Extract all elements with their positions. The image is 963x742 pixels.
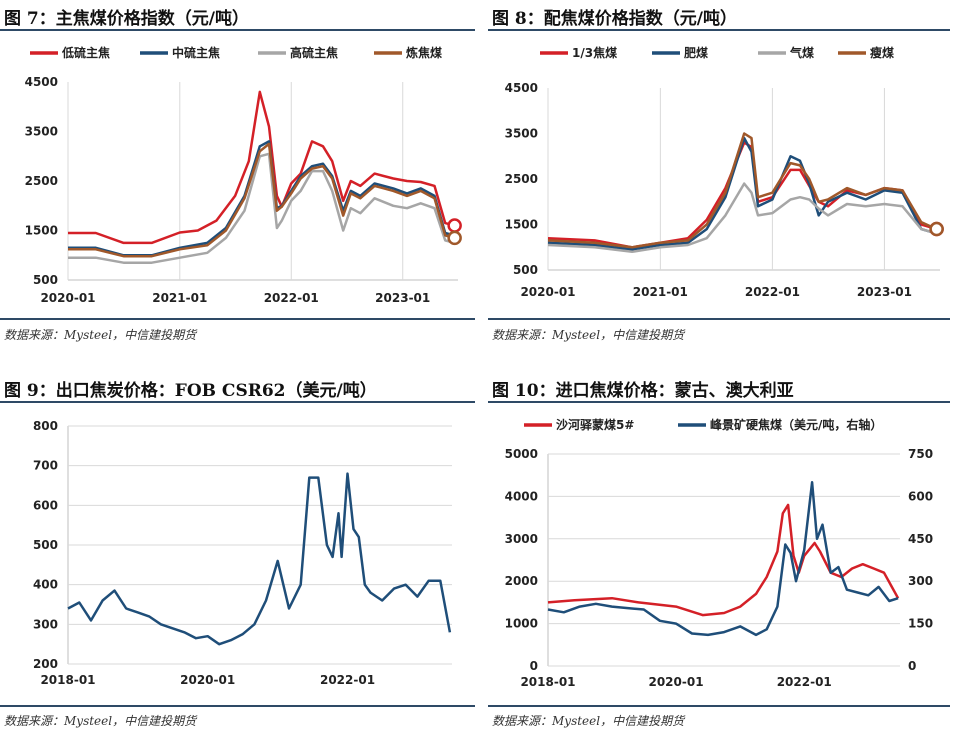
y-tick-label: 1500 <box>505 218 538 232</box>
panel-title: 图 7：主焦煤价格指数（元/吨） <box>4 9 249 29</box>
y-tick-label: 3500 <box>505 127 538 141</box>
series-end-marker <box>929 221 944 237</box>
y-tick-label: 1000 <box>505 617 538 631</box>
series-line <box>547 132 938 249</box>
y-tick-label: 700 <box>33 459 58 473</box>
series-line <box>547 182 937 254</box>
y-tick-label: 2500 <box>505 172 538 186</box>
y-tick-label: 200 <box>33 657 58 671</box>
x-tick-label: 2018-01 <box>520 675 575 689</box>
y-tick-label: 3000 <box>505 532 538 546</box>
series-end-marker <box>447 230 462 246</box>
source-divider <box>0 705 475 707</box>
legend-label: 峰景矿硬焦煤（美元/吨，右轴） <box>710 417 882 432</box>
y2-tick-label: 600 <box>908 489 933 503</box>
y-tick-label: 800 <box>33 419 58 433</box>
x-tick-label: 2022-01 <box>320 673 375 687</box>
legend-label: 高硫主焦 <box>290 45 338 60</box>
y-tick-label: 500 <box>513 263 538 277</box>
series-line <box>547 136 937 251</box>
data-source: 数据来源：Mysteel，中信建投期货 <box>4 328 197 342</box>
y-tick-label: 400 <box>33 578 58 592</box>
y2-tick-label: 450 <box>908 532 933 546</box>
y2-tick-label: 150 <box>908 617 933 631</box>
series-line <box>547 141 937 249</box>
y-tick-label: 2000 <box>505 574 538 588</box>
y-tick-label: 3500 <box>25 125 58 139</box>
y-tick-label: 0 <box>530 659 538 673</box>
legend-label: 气煤 <box>789 45 814 60</box>
y-tick-label: 300 <box>33 617 58 631</box>
x-tick-label: 2018-01 <box>40 673 95 687</box>
panel-main-coking-coal: 图 7：主焦煤价格指数（元/吨） 4500 3500 2500 1500 500 2020… <box>0 0 475 350</box>
series-line <box>68 90 455 245</box>
data-source: 数据来源：Mysteel，中信建投期货 <box>492 714 685 728</box>
chart-import-coking-coal: 5000 4000 3000 2000 1000 0 750 600 450 300 150 0 201… <box>505 417 933 689</box>
series-line <box>68 152 455 264</box>
panel-coke-export: 图 9：出口焦炭价格：FOB CSR62（美元/吨） 800 700 600 500 4… <box>0 372 475 742</box>
series-line <box>547 503 900 617</box>
y2-tick-label: 300 <box>908 574 933 588</box>
y2-tick-label: 750 <box>908 447 933 461</box>
x-tick-label: 2023-01 <box>375 291 430 305</box>
x-tick-label: 2023-01 <box>857 285 912 299</box>
x-tick-label: 2021-01 <box>633 285 688 299</box>
series-line <box>67 472 452 646</box>
x-tick-label: 2021-01 <box>152 291 207 305</box>
x-tick-label: 2022-01 <box>777 675 832 689</box>
panel-title: 图 8：配焦煤价格指数（元/吨） <box>492 9 737 29</box>
title-underline <box>488 401 950 403</box>
data-source: 数据来源：Mysteel，中信建投期货 <box>492 328 685 342</box>
y-tick-label: 500 <box>33 273 58 287</box>
title-underline <box>0 29 475 31</box>
series-end-marker <box>447 218 462 233</box>
legend-label: 低硫主焦 <box>61 45 110 60</box>
x-tick-label: 2020-01 <box>648 675 703 689</box>
x-tick-label: 2020-01 <box>40 291 95 305</box>
y-tick-label: 5000 <box>505 447 538 461</box>
x-tick-label: 2020-01 <box>520 285 575 299</box>
series-line <box>68 140 455 257</box>
legend-label: 肥煤 <box>684 45 708 60</box>
chart-coke-export: 800 700 600 500 400 300 200 2018-01 2020-01 2022-… <box>33 419 452 687</box>
y-tick-label: 2500 <box>25 174 58 188</box>
legend-label: 瘦煤 <box>870 45 894 60</box>
source-divider <box>488 705 950 707</box>
x-tick-label: 2022-01 <box>745 285 800 299</box>
x-tick-label: 2022-01 <box>264 291 319 305</box>
y-tick-label: 500 <box>33 538 58 552</box>
y-tick-label: 4500 <box>505 81 538 95</box>
source-divider <box>0 318 475 320</box>
chart-blend-coking-coal: 4500 3500 2500 1500 500 2020-01 2021-01 2022-01… <box>505 45 944 299</box>
panel-import-coking-coal: 图 10：进口焦煤价格：蒙古、澳大利亚 5000 4000 3000 2000 1000… <box>488 372 963 742</box>
y2-tick-label: 0 <box>908 659 916 673</box>
data-source: 数据来源：Mysteel，中信建投期货 <box>4 714 197 728</box>
y-tick-label: 1500 <box>25 224 58 238</box>
chart-main-coking-coal: 4500 3500 2500 1500 500 2020-01 2021-01 2022-01… <box>25 45 462 305</box>
y-tick-label: 4500 <box>25 75 58 89</box>
legend-label: 炼焦煤 <box>406 45 442 60</box>
x-tick-label: 2020-01 <box>180 673 235 687</box>
source-divider <box>488 318 950 320</box>
y-tick-label: 600 <box>33 498 58 512</box>
panel-title: 图 9：出口焦炭价格：FOB CSR62（美元/吨） <box>4 381 377 401</box>
legend-label: 中硫主焦 <box>172 45 220 60</box>
legend-label: 1/3焦煤 <box>572 45 617 60</box>
panel-title: 图 10：进口焦煤价格：蒙古、澳大利亚 <box>492 381 794 401</box>
title-underline <box>0 401 475 403</box>
series-line <box>547 481 899 637</box>
y-tick-label: 4000 <box>505 489 538 503</box>
title-underline <box>488 29 950 31</box>
legend-label: 沙河驿蒙煤5# <box>556 417 634 432</box>
series-line <box>68 142 455 258</box>
panel-blend-coking-coal: 图 8：配焦煤价格指数（元/吨） 4500 3500 2500 1500 500 2020… <box>488 0 963 350</box>
